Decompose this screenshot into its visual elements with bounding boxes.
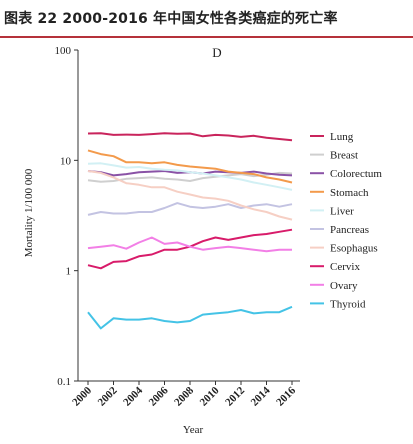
x-tick-label: 2004 <box>121 384 145 408</box>
series-line-cervix <box>87 228 293 270</box>
series-line-esophagus <box>87 170 293 221</box>
series-line-pancreas <box>87 202 293 216</box>
series-line-ovary <box>87 236 292 253</box>
x-tick-label: 2014 <box>249 384 273 408</box>
series-line-thyroid <box>87 305 293 330</box>
x-tick-label: 2016 <box>274 384 298 408</box>
y-tick-label: 0.1 <box>57 376 71 388</box>
legend-label-pancreas: Pancreas <box>330 224 369 236</box>
x-tick-label: 2000 <box>70 384 94 408</box>
series-line-liver <box>87 162 293 191</box>
x-tick-label: 2006 <box>147 384 171 408</box>
legend-label-ovary: Ovary <box>330 280 358 292</box>
legend-label-esophagus: Esophagus <box>330 243 378 255</box>
y-tick-label: 10 <box>60 155 72 167</box>
x-axis-label: Year <box>183 424 204 436</box>
x-tick-label: 2012 <box>223 384 247 408</box>
x-tick-label: 2008 <box>172 384 196 408</box>
chart-series-lines <box>87 132 293 330</box>
legend-label-colorectum: Colorectum <box>330 168 382 180</box>
series-line-lung <box>87 132 293 142</box>
figure-title: 图表 22 2000-2016 年中国女性各类癌症的死亡率 <box>4 11 338 27</box>
legend-label-lung: Lung <box>330 131 354 143</box>
legend-label-liver: Liver <box>330 205 354 217</box>
legend-label-stomach: Stomach <box>330 187 369 199</box>
figure-header: 图表 22 2000-2016 年中国女性各类癌症的死亡率 <box>0 0 413 38</box>
chart-legend: Lung Breast Colorectum Stomach Liver Pancreas… <box>310 131 382 310</box>
legend-label-cervix: Cervix <box>330 261 360 273</box>
y-axis-label: Mortality 1/100 000 <box>23 168 35 257</box>
series-line-stomach <box>87 149 293 184</box>
y-tick-label: 1 <box>66 266 72 278</box>
legend-label-breast: Breast <box>330 150 358 162</box>
panel-label: D <box>212 45 221 60</box>
legend-label-thyroid: Thyroid <box>330 298 366 310</box>
x-tick-label: 2010 <box>198 384 222 408</box>
x-tick-label: 2002 <box>96 384 120 408</box>
y-tick-label: 100 <box>55 45 72 57</box>
